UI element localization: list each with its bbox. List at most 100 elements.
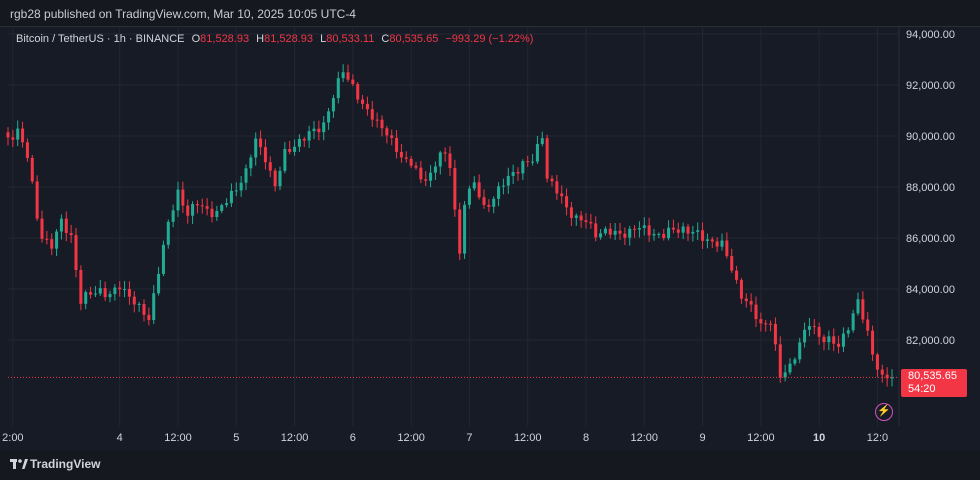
x-tick-label: 12:00 <box>397 432 425 444</box>
candle-body <box>157 273 161 294</box>
candle-body <box>45 238 49 240</box>
x-tick-label: 12:00 <box>514 432 542 444</box>
candle-body <box>351 79 355 85</box>
candle-body <box>385 128 389 136</box>
brand-name[interactable]: TradingView <box>30 457 101 471</box>
candle-body <box>846 330 850 334</box>
candle-body <box>239 182 243 191</box>
candle-body <box>793 359 797 364</box>
candle-body <box>98 288 102 294</box>
candle-body <box>652 233 656 236</box>
candle-body <box>589 221 593 224</box>
candle-body <box>642 225 646 229</box>
candle-body <box>531 161 535 163</box>
candle-body <box>200 205 204 207</box>
candle-body <box>220 205 224 211</box>
candle-body <box>50 239 54 249</box>
candle-body <box>254 138 258 158</box>
candle-body <box>370 109 374 120</box>
candle-body <box>545 138 549 179</box>
symbol-name: Bitcoin / TetherUS · 1h · BINANCE <box>16 33 185 45</box>
x-tick-label: 5 <box>233 432 239 444</box>
candle-body <box>710 239 714 242</box>
candle-body <box>516 171 520 174</box>
footer <box>0 450 980 480</box>
candle-body <box>778 344 782 378</box>
candle-body <box>832 336 836 344</box>
x-tick-label: 12:00 <box>164 432 192 444</box>
candle-body <box>205 206 209 209</box>
candle-body <box>127 289 131 297</box>
high-label: H <box>256 33 265 45</box>
y-tick-label: 90,000.00 <box>906 131 955 143</box>
candle-body <box>671 227 675 230</box>
last-price-value: 80,535.65 <box>908 370 957 382</box>
x-tick-label: 12:0 <box>867 432 888 444</box>
candle-body <box>166 221 170 245</box>
candle-body <box>229 190 233 204</box>
candle-body <box>6 132 10 138</box>
candle-body <box>283 149 287 171</box>
candle-body <box>278 170 282 187</box>
candle-body <box>414 165 418 168</box>
candle-body <box>715 241 719 247</box>
x-axis-labels: 2:00 4 12:00 5 12:00 6 12:00 7 12:00 8 12:00 9 12:00… <box>2 432 888 444</box>
candle-body <box>608 228 612 235</box>
candle-body <box>686 226 690 234</box>
candle-body <box>584 220 588 222</box>
low-value: 80,533.11 <box>326 33 375 45</box>
candle-body <box>21 128 25 143</box>
candle-body <box>419 167 423 180</box>
candle-body <box>137 303 141 305</box>
candle-body <box>273 170 277 187</box>
candle-body <box>69 233 73 236</box>
x-tick-label: 12:00 <box>281 432 309 444</box>
candle-body <box>856 299 860 314</box>
candle-body <box>176 189 180 211</box>
candle-body <box>735 270 739 280</box>
high-value: 81,528.93 <box>264 33 314 45</box>
candle-body <box>123 289 127 291</box>
candle-body <box>210 208 214 218</box>
lightning-alert-icon[interactable]: ⚡ <box>875 403 893 421</box>
x-tick-label: 12:00 <box>747 432 775 444</box>
candle-body <box>565 196 569 208</box>
candle-body <box>361 99 365 104</box>
candle-body <box>764 323 768 325</box>
published-info: rgb28 published on TradingView.com, Mar … <box>10 7 356 21</box>
candle-body <box>453 168 457 210</box>
y-tick-label: 82,000.00 <box>906 335 955 347</box>
open-label: O <box>191 33 201 45</box>
candle-body <box>89 292 93 295</box>
y-tick-label: 94,000.00 <box>906 29 955 41</box>
candle-body <box>477 182 481 198</box>
candle-body <box>331 98 335 112</box>
close-label: C <box>381 33 390 45</box>
candle-body <box>336 78 340 99</box>
candle-body <box>225 203 229 206</box>
x-tick-label: 10 <box>813 432 825 444</box>
candle-body <box>142 303 146 315</box>
candle-body <box>773 323 777 345</box>
candle-body <box>822 336 826 343</box>
y-axis-labels: 94,000.00 92,000.00 90,000.00 88,000.00 86,0… <box>906 29 955 347</box>
candle-body <box>623 233 627 238</box>
candle-body <box>550 178 554 182</box>
candle-body <box>409 158 413 166</box>
candlestick-chart[interactable]: 94,000.00 92,000.00 90,000.00 88,000.00 86,0… <box>0 26 980 450</box>
low-label: L <box>320 33 327 45</box>
candle-body <box>837 343 841 347</box>
candle-body <box>458 209 462 254</box>
candle-body <box>390 135 394 138</box>
tradingview-logo-icon[interactable] <box>10 459 28 471</box>
candle-body <box>234 190 238 192</box>
candle-body <box>307 131 311 141</box>
candle-body <box>798 342 802 360</box>
candle-body <box>492 198 496 207</box>
close-value: 80,535.65 <box>389 33 439 45</box>
candle-body <box>302 138 306 141</box>
y-tick-label: 86,000.00 <box>906 233 955 245</box>
candle-body <box>482 197 486 205</box>
candle-body <box>657 233 661 235</box>
candle-body <box>890 377 894 379</box>
